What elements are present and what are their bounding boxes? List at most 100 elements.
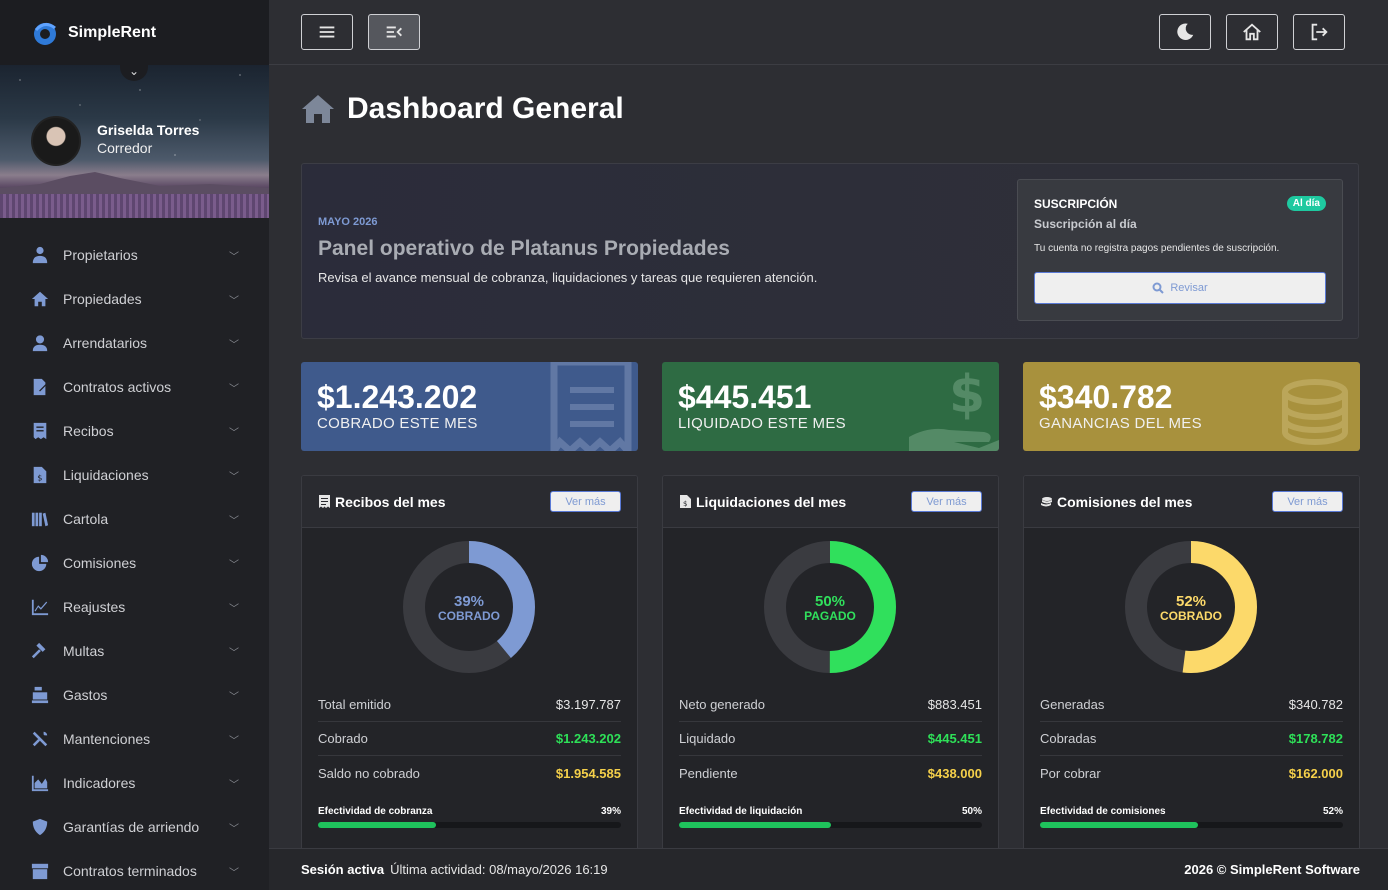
row-label: Neto generado: [679, 697, 766, 712]
card-title: Comisiones del mes: [1057, 493, 1193, 510]
user-name: Griselda Torres: [97, 122, 200, 138]
search-icon: [1152, 282, 1165, 294]
hamburger-icon: [319, 26, 335, 38]
stat-liquidado[interactable]: $ $445.451 LIQUIDADO ESTE MES: [662, 362, 999, 451]
chevron-down-icon: ﹀: [229, 251, 239, 263]
table-row: Total emitido $3.197.787: [318, 688, 621, 722]
coins-icon: [1041, 497, 1052, 507]
ver-mas-button[interactable]: Ver más: [550, 491, 621, 512]
sidebar-item-cartola[interactable]: Cartola ﹀: [0, 497, 269, 541]
sidebar-item-comisiones[interactable]: Comisiones ﹀: [0, 541, 269, 585]
sidebar-item-contratos-activos[interactable]: Contratos activos ﹀: [0, 365, 269, 409]
effectiveness-label: Efectividad de comisiones: [1040, 806, 1166, 817]
sidebar-item-label: Propietarios: [63, 247, 138, 263]
chevron-down-icon: ﹀: [229, 779, 239, 791]
shield-icon: [30, 817, 50, 837]
sidebar-item-liquidaciones[interactable]: $ Liquidaciones ﹀: [0, 453, 269, 497]
subscription-panel: SUSCRIPCIÓN Al día Suscripción al día Tu…: [1017, 179, 1343, 321]
coins-icon: [1282, 379, 1348, 445]
home-icon: [1243, 23, 1261, 41]
simplerent-logo-icon: [34, 22, 56, 45]
status-badge: Al día: [1286, 196, 1326, 211]
sidebar-item-label: Contratos activos: [63, 379, 172, 395]
chevron-down-icon: ﹀: [229, 647, 239, 659]
home-button[interactable]: [1226, 14, 1278, 50]
progress-bar: [679, 822, 982, 828]
chevron-down-icon: ﹀: [229, 383, 239, 395]
receipt-icon: [30, 421, 50, 441]
sidebar-menu: Propietarios ﹀ Propiedades ﹀ Arrendatari…: [0, 233, 269, 890]
menu-toggle-button[interactable]: [301, 14, 353, 50]
effectiveness: Efectividad de cobranza 39%: [318, 806, 621, 828]
brand[interactable]: SimpleRent: [0, 0, 269, 65]
banner-description: Revisa el avance mensual de cobranza, li…: [318, 270, 818, 285]
row-label: Liquidado: [679, 731, 736, 746]
review-subscription-button[interactable]: Revisar: [1034, 272, 1326, 304]
sidebar-item-recibos[interactable]: Recibos ﹀: [0, 409, 269, 453]
chevron-down-icon: ﹀: [229, 559, 239, 571]
user-panel-toggle[interactable]: ⌄: [120, 65, 148, 81]
hand-holding-dollar-icon: $: [909, 365, 999, 451]
file-invoice-dollar-icon: $: [30, 465, 50, 485]
progress-bar: [318, 822, 621, 828]
table-row: Liquidado $445.451: [679, 722, 982, 756]
table-row: Por cobrar $162.000: [1040, 756, 1343, 790]
sidebar-item-label: Reajustes: [63, 599, 126, 615]
stat-cobrado[interactable]: $1.243.202 COBRADO ESTE MES: [301, 362, 638, 451]
chevron-down-icon: ﹀: [229, 339, 239, 351]
sidebar-item-contratos-terminados[interactable]: Contratos terminados ﹀: [0, 849, 269, 890]
progress-bar: [1040, 822, 1343, 828]
effectiveness-value: 50%: [961, 806, 982, 817]
stat-ganancias[interactable]: $340.782 GANANCIAS DEL MES: [1023, 362, 1360, 451]
sidebar-item-label: Cartola: [63, 511, 109, 527]
home-icon: [302, 95, 334, 123]
sidebar-item-gastos[interactable]: Gastos ﹀: [0, 673, 269, 717]
ver-mas-button[interactable]: Ver más: [1272, 491, 1343, 512]
subscription-heading: SUSCRIPCIÓN: [1034, 197, 1118, 211]
dark-mode-button[interactable]: [1159, 14, 1211, 50]
sidebar-item-indicadores[interactable]: Indicadores ﹀: [0, 761, 269, 805]
sidebar-item-label: Multas: [63, 643, 105, 659]
logout-icon: [1311, 23, 1328, 41]
avatar[interactable]: [31, 116, 81, 166]
sidebar-item-mantenciones[interactable]: Mantenciones ﹀: [0, 717, 269, 761]
row-value: $445.451: [927, 731, 982, 746]
sidebar-item-propiedades[interactable]: Propiedades ﹀: [0, 277, 269, 321]
effectiveness-value: 39%: [600, 806, 621, 817]
sidebar-item-reajustes[interactable]: Reajustes ﹀: [0, 585, 269, 629]
donut-chart: 50% PAGADO: [764, 541, 896, 673]
row-value: $340.782: [1288, 697, 1343, 712]
row-value: $1.243.202: [555, 731, 621, 746]
sidebar-collapse-button[interactable]: [368, 14, 420, 50]
sidebar-item-arrendatarios[interactable]: Arrendatarios ﹀: [0, 321, 269, 365]
banner-month: MAYO 2026: [318, 216, 378, 228]
progress-fill: [1040, 822, 1198, 828]
logout-button[interactable]: [1293, 14, 1345, 50]
sidebar-item-multas[interactable]: Multas ﹀: [0, 629, 269, 673]
session-status: Sesión activa: [301, 862, 385, 877]
donut-label: COBRADO: [1160, 609, 1222, 623]
svg-text:$: $: [37, 472, 42, 482]
chevron-down-icon: ⌄: [128, 65, 140, 78]
ver-mas-button[interactable]: Ver más: [911, 491, 982, 512]
summary-rows: Generadas $340.782 Cobradas $178.782 Por c…: [1040, 688, 1343, 790]
book-icon: [30, 509, 50, 529]
subscription-status: Suscripción al día: [1034, 217, 1137, 231]
table-row: Saldo no cobrado $1.954.585: [318, 756, 621, 790]
row-value: $438.000: [927, 765, 982, 781]
background-field: [0, 194, 269, 218]
sidebar-item-garantias[interactable]: Garantías de arriendo ﹀: [0, 805, 269, 849]
sidebar-item-label: Contratos terminados: [63, 863, 197, 879]
effectiveness-value: 52%: [1322, 806, 1343, 817]
donut-value: 39%: [453, 593, 485, 610]
sidebar-item-propietarios[interactable]: Propietarios ﹀: [0, 233, 269, 277]
background-mountain: [0, 172, 269, 196]
sidebar-item-label: Indicadores: [63, 775, 136, 791]
card-title: Liquidaciones del mes: [696, 493, 847, 510]
home-icon: [30, 289, 50, 309]
svg-text:$: $: [683, 500, 687, 508]
user-panel: ⌄ Griselda Torres Corredor: [0, 65, 269, 218]
effectiveness: Efectividad de comisiones 52%: [1040, 806, 1343, 828]
row-label: Por cobrar: [1040, 765, 1101, 781]
row-label: Pendiente: [679, 765, 738, 781]
